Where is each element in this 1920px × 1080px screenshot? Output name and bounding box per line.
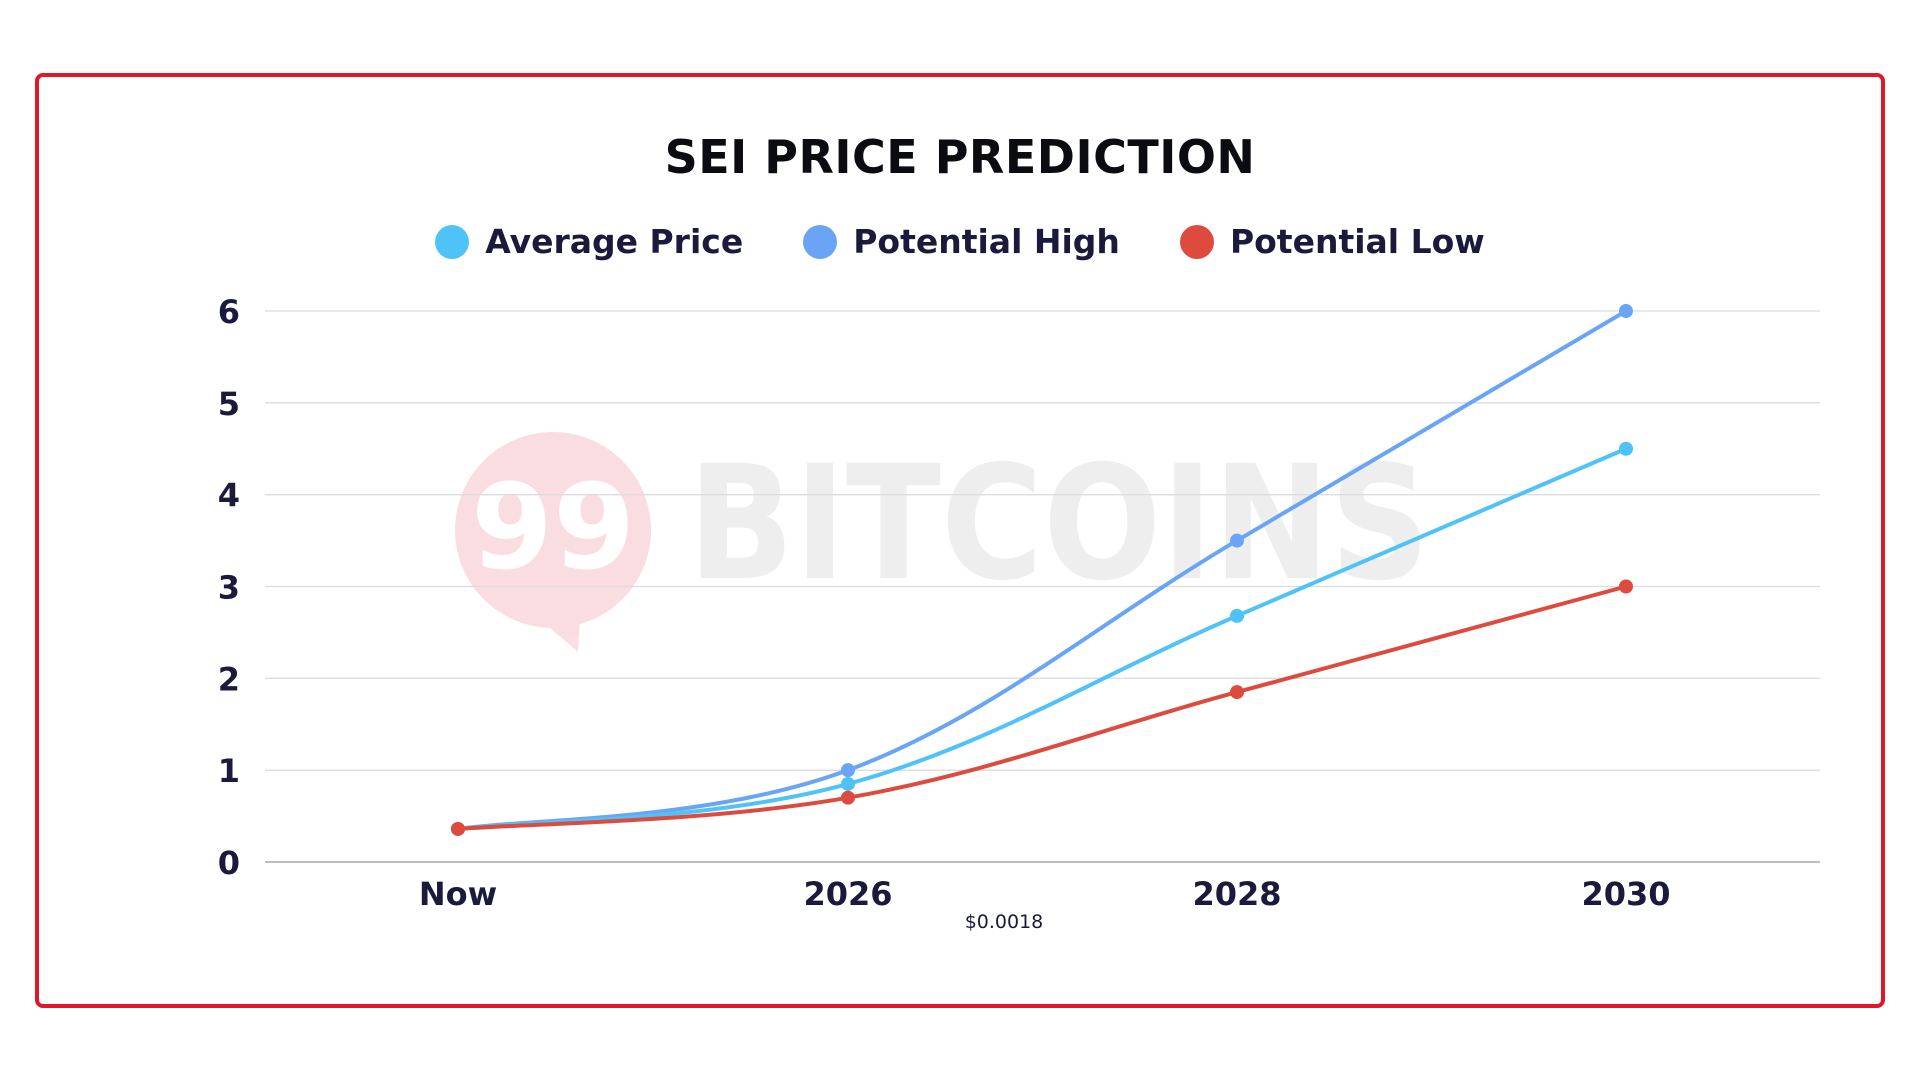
data-point-potential-low-2026 (841, 790, 855, 805)
watermark-brand-text: BITCOINS (688, 432, 1430, 616)
series-line-potential-high (456, 309, 1628, 831)
x-axis-ticks: Now 2026 2028 2030 (419, 875, 1671, 913)
watermark-logo-text: 99 (471, 458, 635, 596)
y-tick-label-4: 4 (218, 477, 240, 515)
data-point-potential-low-now (451, 821, 465, 836)
x-tick-label-now: Now (419, 875, 497, 913)
y-tick-label-3: 3 (218, 569, 240, 607)
series-points (451, 304, 1633, 836)
series-lines (456, 309, 1628, 831)
legend-marker-potential-high (803, 224, 838, 259)
x-tick-label-2026: 2026 (803, 875, 892, 913)
watermark-badge-circle (455, 432, 651, 628)
legend-label-average-price: Average Price (485, 222, 744, 261)
y-tick-label-6: 6 (218, 293, 240, 331)
chart-title: SEI PRICE PREDICTION (664, 130, 1256, 184)
grid-lines (265, 310, 1820, 863)
legend-marker-potential-low (1179, 224, 1214, 259)
y-tick-label-1: 1 (218, 752, 240, 790)
chart-frame (35, 73, 1885, 1008)
y-tick-label-2: 2 (218, 660, 240, 698)
data-point-potential-high-2030 (1619, 304, 1633, 318)
legend-label-potential-low: Potential Low (1229, 222, 1485, 261)
y-axis-ticks: 0 1 2 3 4 5 6 (218, 293, 240, 882)
data-point-potential-high-2028 (1230, 533, 1244, 548)
data-point-average-price-2028 (1230, 608, 1244, 623)
legend-item-potential-high: Potential High (803, 222, 1120, 261)
chart-legend: Average Price Potential High Potential L… (0, 222, 1920, 261)
x-tick-label-2028: 2028 (1192, 875, 1281, 913)
data-point-potential-high-2026 (841, 763, 855, 778)
data-point-average-price-2026 (841, 776, 855, 791)
y-tick-label-0: 0 (218, 844, 240, 882)
data-point-average-price-2030 (1619, 441, 1633, 456)
watermark-badge-tail (535, 615, 580, 652)
legend-marker-average-price (435, 224, 470, 259)
data-point-potential-low-2028 (1230, 685, 1244, 700)
price-annotation: $0.0018 (965, 911, 1044, 933)
legend-item-average-price: Average Price (435, 222, 743, 261)
legend-item-potential-low: Potential Low (1179, 222, 1485, 261)
y-tick-label-5: 5 (218, 385, 240, 423)
series-line-average-price (456, 446, 1628, 831)
legend-label-potential-high: Potential High (853, 222, 1120, 261)
data-point-potential-low-2030 (1619, 579, 1633, 594)
series-line-potential-low (456, 584, 1628, 831)
x-tick-label-2030: 2030 (1581, 875, 1670, 913)
watermark-logo: 99 BITCOINS (455, 432, 1430, 652)
